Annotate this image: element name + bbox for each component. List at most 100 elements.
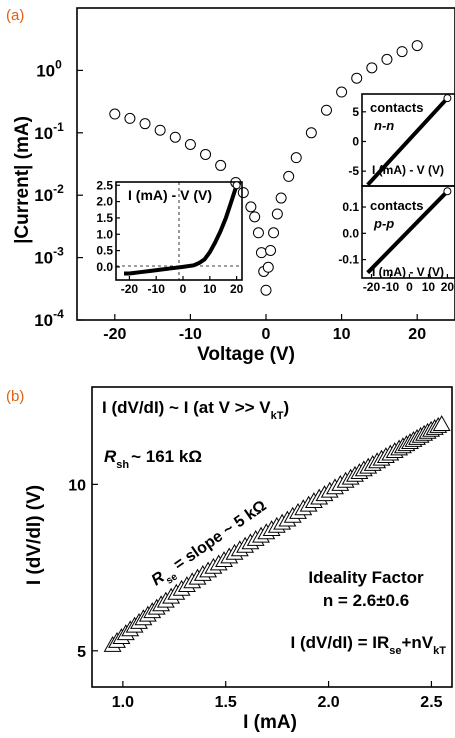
inset3-x-tick-label: -10 xyxy=(382,280,400,294)
a-data-point xyxy=(283,170,295,182)
a-data-point xyxy=(139,118,151,130)
a-data-point xyxy=(275,192,287,204)
inset3-y-tick-label: 0.0 xyxy=(342,226,359,240)
inset1-y-tick-label: 2.5 xyxy=(96,178,113,192)
inset1-x-tick-label: 0 xyxy=(180,282,187,296)
inset1-y-tick-label: 1.0 xyxy=(96,227,113,241)
b-x-tick-label: 1.5 xyxy=(215,694,237,711)
inset-pp-iv: I (mA) - V (V) xyxy=(372,265,444,279)
a-data-point xyxy=(154,124,166,136)
a-data-point xyxy=(351,72,363,84)
panel-b-label: (b) xyxy=(6,388,24,405)
panel-b-y-ticks: 10 5 xyxy=(68,477,98,661)
panel-b-y-axis-label: I (dV/dI) (V) xyxy=(24,485,45,585)
inset-nn-type: n-n xyxy=(374,118,394,133)
inset1-x-tick-label: -10 xyxy=(148,282,166,296)
annotation-formula: I (dV/dI) = IRse+nVkT xyxy=(291,633,447,657)
inset-nn: 5 0 -5 contacts n-n I (mA) - V (V) xyxy=(348,93,455,187)
inset3-y-tick-label: 0.1 xyxy=(342,200,359,214)
inset-nn-iv: I (mA) - V (V) xyxy=(372,163,444,177)
a-data-point xyxy=(109,108,121,120)
inset-pp-contacts: contacts xyxy=(370,198,423,213)
a-data-point xyxy=(245,201,257,213)
b-x-tick-label: 1.0 xyxy=(112,694,134,711)
inset2-curve xyxy=(366,96,449,187)
inset-pp-plot: 0.1 0.0 -0.1 -20 -10 0 10 20 xyxy=(338,187,455,294)
inset2-y-tick-label: 0 xyxy=(352,134,359,148)
inset-pp: 0.1 0.0 -0.1 -20 -10 0 10 20 contacts p-p I (mA… xyxy=(338,185,455,294)
a-data-point xyxy=(200,148,212,160)
b-x-tick-label: 2.5 xyxy=(420,694,442,711)
inset1-x-tick-label: 20 xyxy=(230,282,244,296)
panel-b-frame xyxy=(91,386,453,688)
a-x-tick-label: -10 xyxy=(179,326,202,343)
inset-nn-contacts: contacts xyxy=(370,100,423,115)
a-data-point xyxy=(271,208,283,220)
inset1-curve xyxy=(124,184,239,276)
a-data-point xyxy=(366,62,378,74)
panel-a-label: (a) xyxy=(6,7,24,24)
a-data-point xyxy=(290,152,302,164)
b-data-point xyxy=(432,415,451,431)
panel-a-points xyxy=(109,40,423,296)
panel-b-points xyxy=(103,415,451,652)
inset1-y-tick-label: 0.0 xyxy=(96,260,113,274)
inset-pp-type: p-p xyxy=(373,216,394,231)
b-y-tick-label: 5 xyxy=(77,644,86,661)
a-x-tick-label: -20 xyxy=(103,326,126,343)
a-data-point xyxy=(260,284,272,296)
panel-a-x-ticks: -20 -10 0 10 20 xyxy=(103,314,426,343)
a-data-point xyxy=(336,86,348,98)
annotation-line1: I (dV/dI) ~ I (at V >> VkT) xyxy=(102,398,289,422)
inset3-y-tick-label: -0.1 xyxy=(338,253,359,267)
annotation-ideality-value: n = 2.6±0.6 xyxy=(323,591,409,610)
inset2-end-point xyxy=(443,94,452,103)
inset3-x-tick-label: 10 xyxy=(422,280,436,294)
a-data-point xyxy=(124,112,136,124)
inset2-y-tick-label: -5 xyxy=(348,164,359,178)
a-y-tick-label: 10-1 xyxy=(34,120,64,143)
inset1-end-point xyxy=(232,181,241,190)
b-y-tick-label: 10 xyxy=(68,477,86,494)
panel-b-x-ticks: 1.0 1.5 2.0 2.5 xyxy=(112,681,443,711)
inset1-x-tick-label: 10 xyxy=(203,282,217,296)
panel-b: (b) 1.0 1.5 2.0 2.5 10 5 I (mA) I (dV/dI) (V… xyxy=(6,386,453,733)
a-data-point xyxy=(169,131,181,143)
inset1-x-tick-label: -20 xyxy=(121,282,139,296)
inset1-y-tick-label: 1.5 xyxy=(96,211,113,225)
a-data-point xyxy=(411,40,423,52)
a-data-point xyxy=(396,46,408,58)
inset3-x-tick-label: 0 xyxy=(406,280,413,294)
a-data-point xyxy=(305,127,317,139)
a-data-point xyxy=(249,211,261,223)
a-data-point xyxy=(215,159,227,171)
panel-a-y-axis-label: |Current| (mA) xyxy=(12,116,33,244)
a-data-point xyxy=(320,104,332,116)
a-data-point xyxy=(265,244,277,256)
inset3-x-tick-label: 20 xyxy=(441,280,455,294)
inset-iv-annotation: I (mA) - V (V) xyxy=(128,187,212,203)
a-data-point xyxy=(237,187,249,199)
a-data-point xyxy=(262,261,274,273)
inset3-end-point xyxy=(443,187,452,196)
a-y-tick-label: 10-3 xyxy=(34,245,64,268)
a-y-tick-label: 100 xyxy=(36,57,62,80)
a-data-point xyxy=(381,53,393,65)
a-data-point xyxy=(255,247,267,259)
panel-b-x-axis-label: I (mA) xyxy=(243,712,297,733)
a-x-tick-label: 10 xyxy=(333,326,351,343)
inset1-y-tick-label: 2.0 xyxy=(96,195,113,209)
b-x-tick-label: 2.0 xyxy=(317,694,339,711)
inset3-curve xyxy=(366,189,449,275)
a-x-tick-label: 0 xyxy=(262,326,271,343)
panel-a-x-axis-label: Voltage (V) xyxy=(197,344,295,365)
inset1-y-tick-label: 0.5 xyxy=(96,244,113,258)
a-data-point xyxy=(268,227,280,239)
annotation-rsh: Rsh ~ 161 kΩ xyxy=(104,447,202,471)
inset3-x-tick-label: -20 xyxy=(363,280,381,294)
annotation-ideality: Ideality Factor xyxy=(308,568,424,587)
a-y-tick-label: 10-4 xyxy=(34,307,64,330)
panel-a-y-ticks: 100 10-1 10-2 10-3 10-4 xyxy=(34,57,83,330)
